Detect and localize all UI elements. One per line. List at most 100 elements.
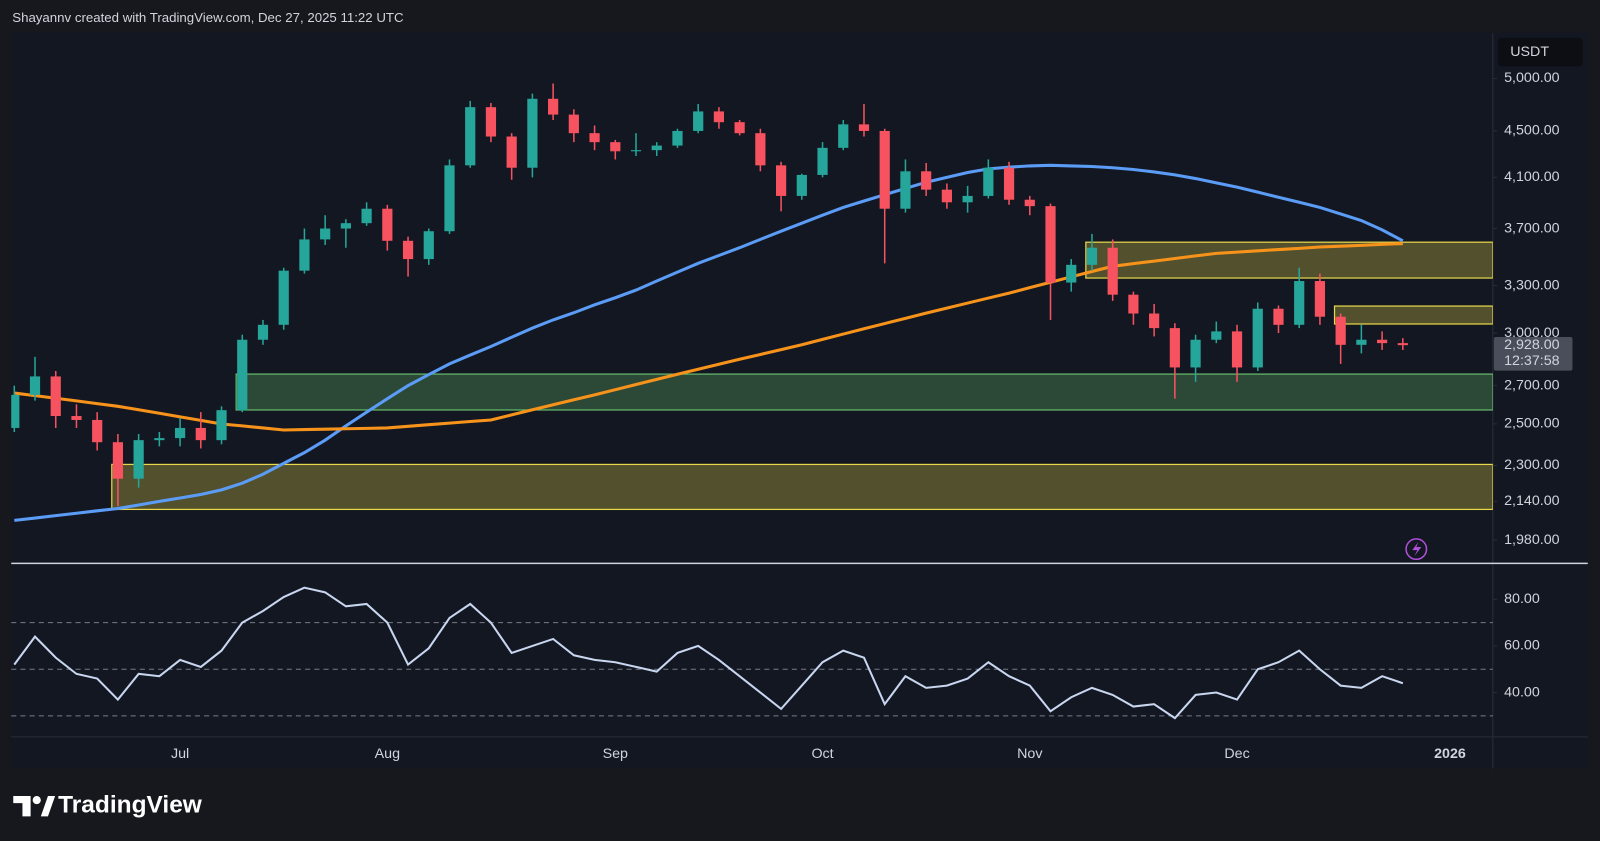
candle-body — [11, 394, 20, 428]
alert-icon[interactable] — [1405, 538, 1428, 561]
y-tick-label: 2,500.00 — [1504, 416, 1560, 432]
alert-bolt — [1412, 541, 1422, 557]
zone — [235, 373, 1493, 411]
candle-body — [1314, 281, 1326, 317]
candle-body — [402, 240, 414, 260]
candle-body — [71, 416, 82, 420]
zone — [1333, 305, 1493, 325]
y-tick-label: 3,700.00 — [1504, 220, 1560, 236]
candle-body — [299, 239, 310, 271]
logo-dot — [32, 796, 41, 805]
candle-body — [257, 324, 269, 340]
candle-body — [1169, 328, 1180, 368]
candle-body — [29, 376, 41, 395]
candle-body — [817, 147, 828, 175]
candle-body — [1190, 339, 1201, 368]
candle-body — [838, 124, 849, 148]
candle-body — [154, 438, 165, 441]
y-tick-label: 2,700.00 — [1504, 377, 1560, 393]
logo-mark — [13, 796, 31, 817]
y-tick-label: 3,000.00 — [1504, 325, 1560, 341]
moving-average — [14, 242, 1403, 432]
candle-body — [589, 133, 600, 143]
x-tick-label: Oct — [811, 746, 833, 762]
candle-body — [465, 107, 476, 166]
candle-body — [112, 442, 124, 479]
logo-slash — [40, 796, 56, 817]
candle-body — [1294, 281, 1305, 325]
candle-body — [1128, 294, 1139, 314]
candle-body — [50, 376, 61, 417]
candle-body — [1149, 313, 1160, 329]
candle-body — [983, 167, 994, 196]
candle-body — [1066, 264, 1077, 283]
candle-body — [1107, 247, 1118, 295]
candle-body — [340, 223, 351, 229]
candle-body — [1003, 167, 1015, 200]
candle-body — [900, 171, 911, 209]
candle-body — [278, 270, 289, 325]
candle-body — [361, 208, 372, 224]
candle-body — [568, 114, 579, 134]
currency-box — [1497, 37, 1583, 67]
candle-body — [1231, 331, 1243, 368]
candle-body — [1211, 331, 1222, 340]
tradingview-logo: TradingView — [13, 792, 203, 819]
moving-average — [14, 163, 1404, 522]
candle-body — [174, 427, 186, 439]
candle-body — [1252, 308, 1263, 368]
candle-body — [423, 231, 434, 260]
candle-body — [133, 440, 144, 479]
candle-body — [858, 124, 870, 131]
rsi-line — [13, 586, 1404, 720]
candle-body — [237, 339, 248, 411]
attribution: Shayannv created with TradingView.com, D… — [12, 10, 404, 25]
y-tick-label: 3,300.00 — [1504, 277, 1560, 293]
candle-body — [610, 142, 621, 152]
candle-body — [775, 165, 787, 196]
candle-body — [485, 107, 497, 137]
candle-body — [1335, 316, 1346, 345]
candle-body — [1397, 343, 1408, 346]
candle-body — [1024, 199, 1035, 207]
candle-body — [962, 195, 973, 203]
y-tick-label: 2,140.00 — [1504, 493, 1560, 509]
y-tick-label: 4,100.00 — [1504, 169, 1560, 185]
x-tick-label: Dec — [1224, 746, 1249, 762]
candle-body — [506, 136, 517, 168]
candle-body — [921, 171, 932, 190]
candle-body — [796, 174, 807, 196]
candle-body — [1273, 308, 1284, 325]
y-tick-label: 5,000.00 — [1504, 70, 1560, 86]
candle-body — [1377, 339, 1388, 344]
x-tick-label: Nov — [1017, 746, 1043, 762]
y-tick-label: 40.00 — [1504, 684, 1540, 700]
x-tick-label: Jul — [171, 746, 189, 762]
candle-body — [1356, 339, 1367, 345]
candle-body — [195, 427, 206, 441]
chart-panel — [11, 32, 1588, 769]
candle-body — [548, 98, 559, 115]
candle-body — [651, 145, 662, 151]
candle-body — [941, 189, 952, 203]
last-price-label: 2,928.00 — [1504, 337, 1560, 353]
price-pane — [11, 83, 1493, 522]
candle-body — [755, 133, 766, 166]
y-tick-label: 60.00 — [1504, 638, 1540, 654]
candle-body — [672, 130, 683, 146]
y-tick-label: 1,980.00 — [1504, 532, 1560, 548]
x-tick-label: Sep — [603, 746, 628, 762]
y-tick-label: 2,300.00 — [1504, 457, 1560, 473]
candle-body — [320, 228, 331, 240]
candle-body — [1045, 206, 1056, 283]
chart-layer: 5,000.00 4,500.00 4,100.00 3,700.00 3,300.00… — [11, 70, 1573, 762]
countdown: 12:37:58 — [1504, 353, 1560, 369]
y-tick-label: 4,500.00 — [1504, 123, 1560, 139]
candle-body — [216, 410, 227, 441]
last-price-box — [1493, 337, 1573, 371]
candle-body — [630, 150, 642, 152]
candle-body — [382, 208, 393, 241]
zone — [111, 463, 1493, 511]
